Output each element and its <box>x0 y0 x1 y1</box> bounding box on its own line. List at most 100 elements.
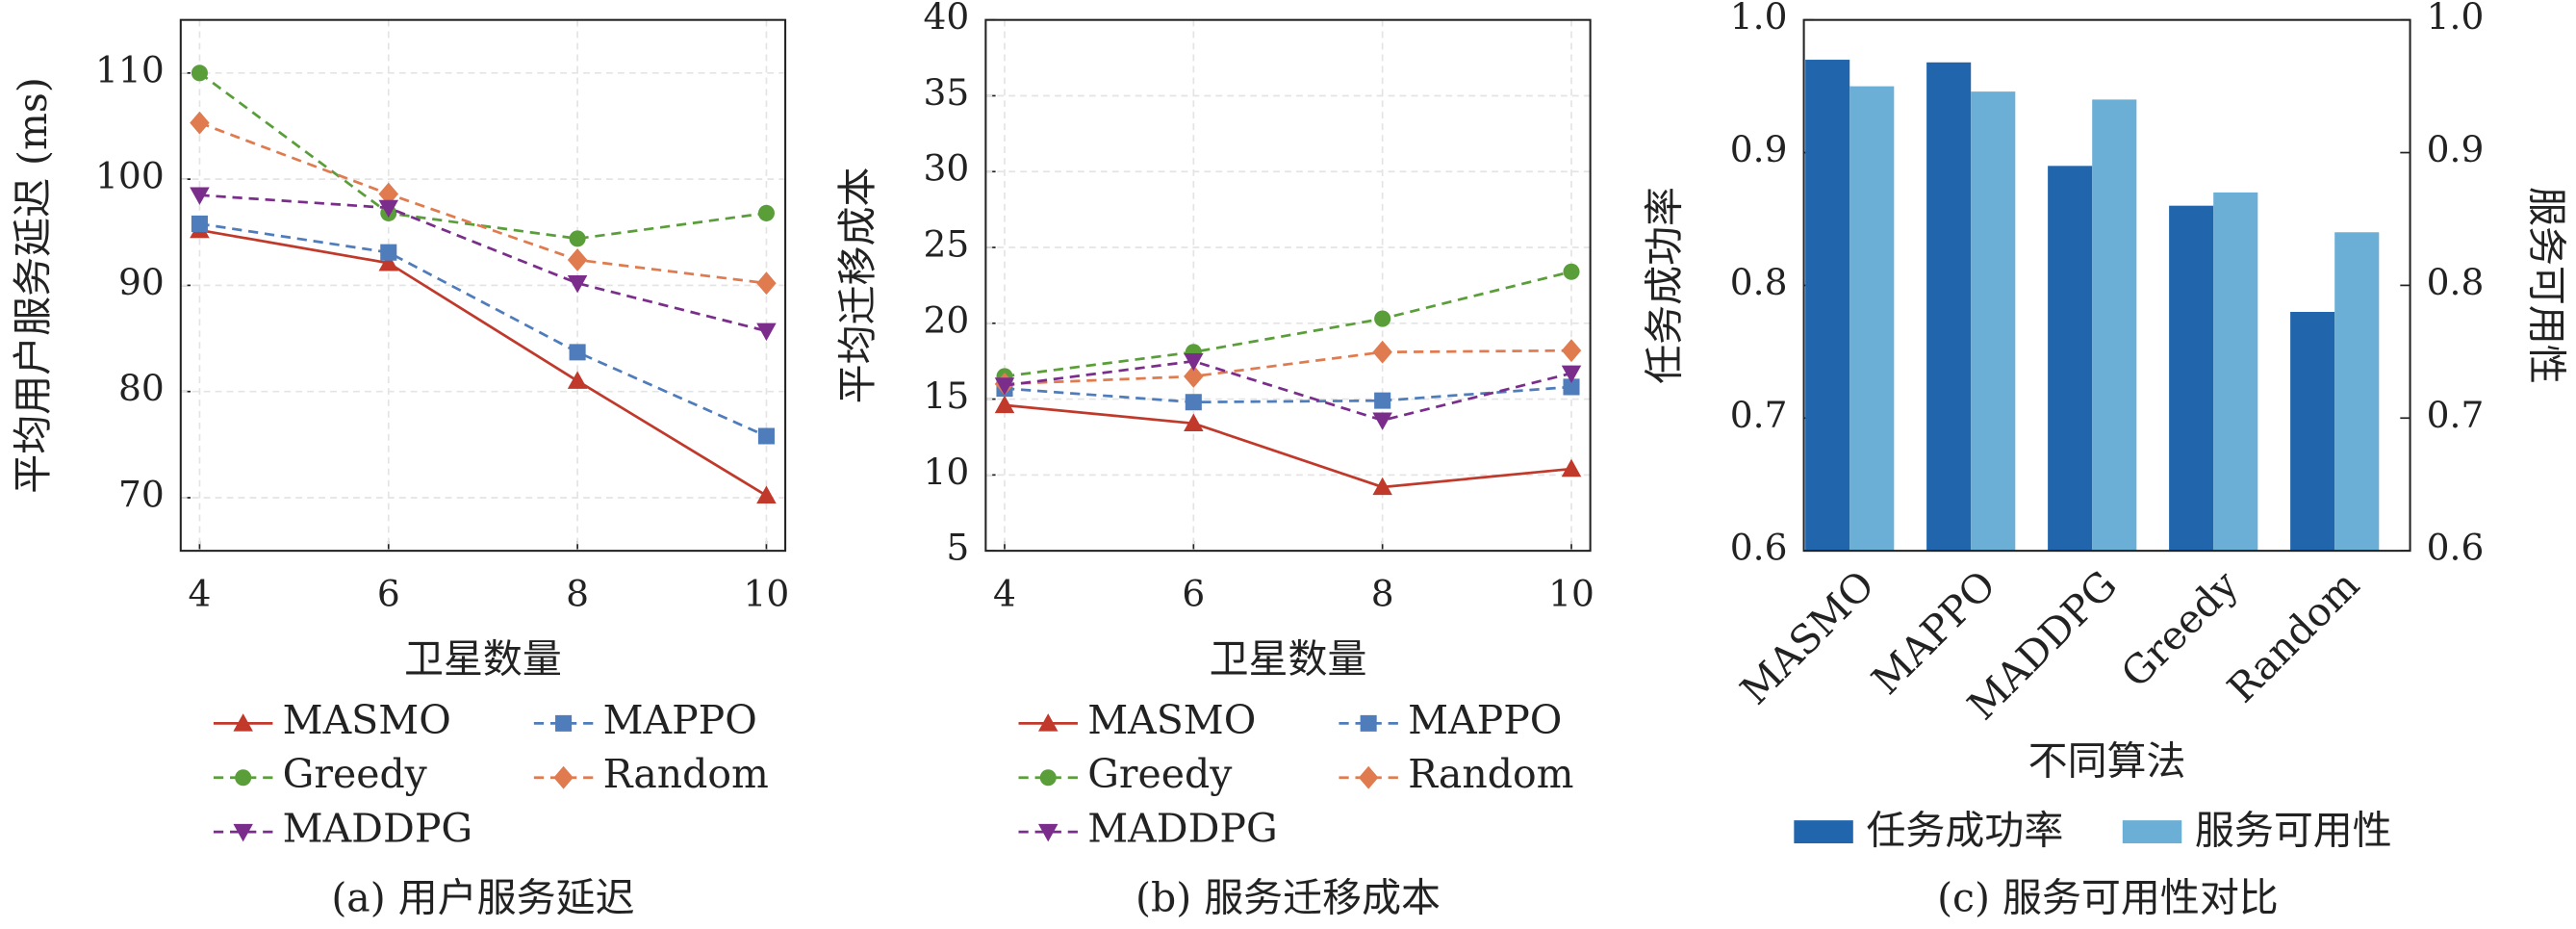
x-tick-label: 6 <box>1182 572 1205 614</box>
series-line <box>199 222 767 438</box>
series-line <box>1004 348 1572 386</box>
legend-marker <box>555 714 573 732</box>
y-tick-label: 70 <box>118 473 165 515</box>
plot-frame <box>984 18 1592 553</box>
caption: (c) 服务可用性对比 <box>1937 874 2279 920</box>
y-tick-label: 0.7 <box>1730 394 1788 436</box>
legend-label: 服务可用性 <box>2195 807 2392 853</box>
series-line <box>199 194 767 333</box>
bar <box>2213 192 2258 552</box>
marker <box>190 187 210 205</box>
legend-label: Greedy <box>283 751 428 797</box>
marker <box>756 271 777 296</box>
y-axis-label: 平均迁移成本 <box>834 168 880 404</box>
x-tick-label: 10 <box>1548 572 1594 614</box>
marker <box>1374 310 1391 327</box>
bar <box>1849 86 1895 552</box>
legend-label: MADDPG <box>1087 806 1278 852</box>
legend-label: 任务成功率 <box>1866 807 2063 853</box>
y-axis-label: 任务成功率 <box>1641 187 1687 384</box>
x-axis-label: 卫星数量 <box>1210 636 1367 683</box>
legend-label: MASMO <box>1087 697 1256 743</box>
plot-frame <box>1802 18 2411 553</box>
marker <box>1372 412 1392 430</box>
legend-marker <box>553 765 574 789</box>
y-tick-label: 25 <box>924 223 970 266</box>
y-tick-label: 30 <box>924 147 970 190</box>
x-tick-label: 6 <box>377 572 400 614</box>
legend-marker <box>235 769 252 787</box>
bar <box>2334 232 2380 552</box>
legend-marker <box>233 823 253 842</box>
x-tick-label: 10 <box>744 572 790 614</box>
legend-label: Greedy <box>1087 751 1233 797</box>
marker <box>1561 458 1582 477</box>
marker <box>378 199 399 219</box>
y-tick-label: 100 <box>95 155 165 197</box>
marker <box>757 427 775 445</box>
marker <box>1561 365 1582 384</box>
y-tick-label: 80 <box>118 367 165 409</box>
x-tick-label: 8 <box>1371 572 1394 614</box>
marker <box>757 204 775 221</box>
marker <box>1563 378 1580 396</box>
marker <box>1372 340 1392 364</box>
legend-label: MADDPG <box>283 806 473 852</box>
caption: (a) 用户服务延迟 <box>331 874 634 920</box>
y2-tick-label: 1.0 <box>2427 0 2485 38</box>
legend-marker <box>1358 765 1379 789</box>
x-tick-label: MASMO <box>1731 561 1883 713</box>
marker <box>567 275 588 294</box>
marker <box>380 244 397 261</box>
legend-marker <box>1037 713 1058 732</box>
marker <box>756 323 777 342</box>
x-tick-label: 8 <box>566 572 589 614</box>
y-tick-label: 0.9 <box>1730 128 1788 170</box>
marker <box>1372 477 1392 496</box>
marker <box>994 377 1015 396</box>
marker <box>1184 352 1204 372</box>
y-tick-label: 1.0 <box>1730 0 1788 38</box>
y-tick-label: 110 <box>95 48 165 90</box>
y2-tick-label: 0.7 <box>2427 394 2485 436</box>
y-tick-label: 5 <box>946 527 969 569</box>
series-line <box>1004 270 1572 378</box>
legend-label: MASMO <box>283 697 451 743</box>
bar <box>2169 205 2214 552</box>
bar <box>2290 311 2335 552</box>
marker <box>190 111 210 135</box>
series-line <box>198 121 767 285</box>
bar <box>1805 60 1850 552</box>
series-line <box>199 228 768 497</box>
marker <box>191 215 208 232</box>
bar <box>2048 166 2093 552</box>
x-tick-label: 4 <box>993 572 1016 614</box>
marker <box>994 395 1015 414</box>
series-line <box>1004 359 1572 423</box>
series-line <box>1004 385 1572 404</box>
x-axis-label: 卫星数量 <box>404 636 562 683</box>
marker <box>191 65 208 82</box>
marker <box>1563 263 1580 280</box>
y-tick-label: 10 <box>924 451 970 493</box>
legend-swatch <box>2122 820 2182 844</box>
marker <box>567 371 588 389</box>
legend-label: Random <box>603 751 769 797</box>
legend-label: Random <box>1408 751 1573 797</box>
y2-tick-label: 0.9 <box>2427 128 2485 170</box>
marker <box>567 247 588 271</box>
y-tick-label: 90 <box>118 261 165 303</box>
marker <box>756 485 777 503</box>
y-tick-label: 20 <box>924 298 970 341</box>
legend-marker <box>1039 769 1057 787</box>
marker <box>569 230 586 247</box>
marker <box>1184 413 1204 431</box>
marker <box>378 253 399 271</box>
y-tick-label: 0.6 <box>1730 527 1788 569</box>
marker <box>1561 339 1582 363</box>
legend-marker <box>1360 714 1377 732</box>
y-tick-label: 40 <box>924 0 970 38</box>
legend-marker <box>233 713 253 732</box>
y-axis-label: 平均用户服务延迟 (ms) <box>10 77 56 494</box>
